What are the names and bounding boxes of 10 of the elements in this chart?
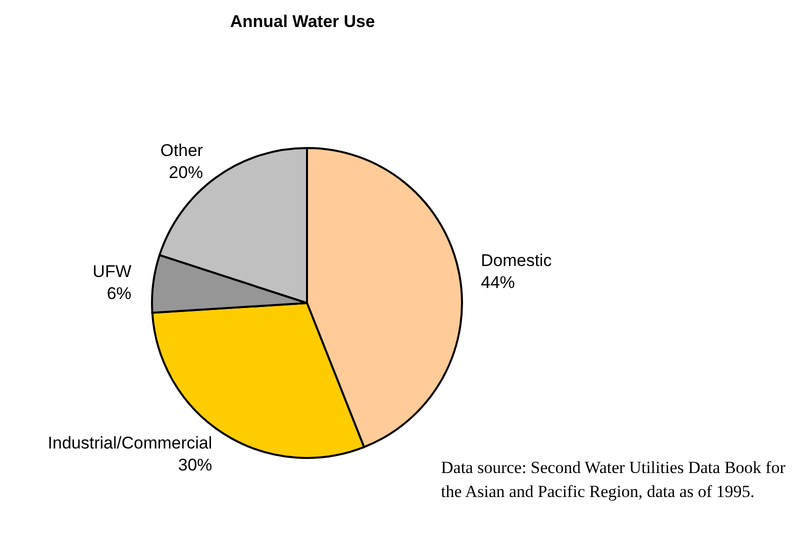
chart-title: Annual Water Use (229, 12, 376, 32)
source-note: Data source: Second Water Utilities Data Book for the Asian and Pacific Region, data as of 1995. (441, 457, 786, 503)
slice-label: UFW (92, 262, 132, 281)
slice-label: Domestic (480, 250, 552, 270)
data-label: 20% (168, 162, 203, 182)
data-label: 30% (178, 455, 212, 474)
slice-label: Other (160, 140, 204, 160)
slice-label: Industrial/Commercial (48, 433, 212, 452)
data-label: 44% (480, 272, 515, 292)
data-label: 6% (106, 284, 132, 303)
